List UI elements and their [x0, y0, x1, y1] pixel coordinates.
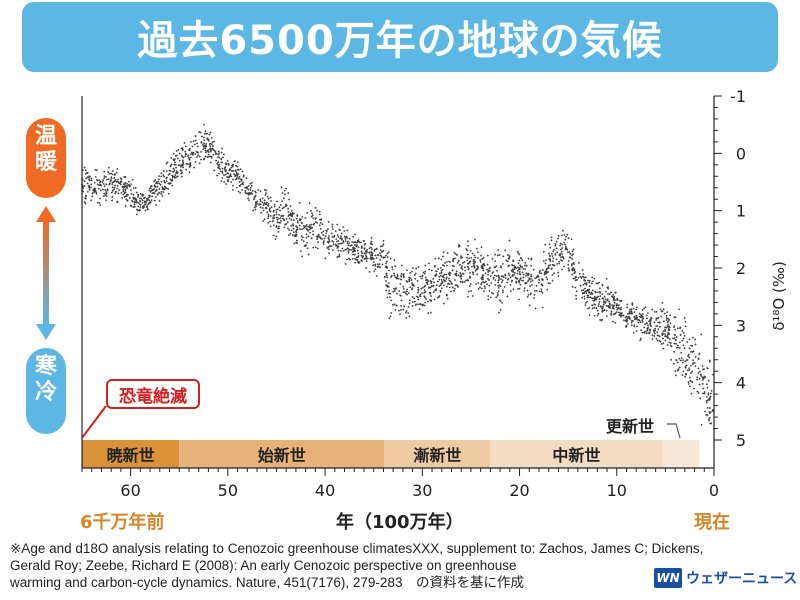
pleistocene-pointer [667, 423, 681, 439]
x-tick-label-40: 40 [315, 481, 335, 500]
dinosaur-extinction-callout: 恐竜絶滅 [106, 379, 200, 409]
y-axis-title: δ¹⁸O (‰) [770, 261, 788, 331]
cold-label: 寒 冷 [26, 348, 66, 434]
source-line-2: Gerald Roy; Zeebe, Richard E (2008): An … [10, 558, 517, 573]
brand-logo: WN [654, 568, 682, 588]
epoch-label-2: 漸新世 [413, 446, 462, 465]
y-tick-label-1: 1 [736, 202, 746, 221]
warm-char-2: 暖 [34, 150, 57, 175]
warm-cold-arrow [36, 206, 56, 340]
epoch-band-1 [179, 440, 385, 468]
x-tick-label-10: 10 [607, 481, 627, 500]
x-tick-label-60: 60 [120, 481, 140, 500]
source-citation: ※Age and d18O analysis relating to Cenoz… [10, 540, 800, 591]
y-tick-label--1: -1 [730, 87, 746, 106]
y-tick-label-4: 4 [736, 374, 746, 393]
y-tick-label-5: 5 [736, 431, 746, 450]
source-line-3: warming and carbon-cycle dynamics. Natur… [10, 575, 524, 590]
extinction-pointer [81, 405, 107, 439]
pleistocene-label: 更新世 [606, 417, 655, 436]
warm-char-1: 温 [34, 124, 57, 149]
y-tick-label-0: 0 [736, 144, 746, 163]
brand-mark: WN ウェザーニュース [654, 568, 797, 588]
epoch-label-0: 暁新世 [106, 446, 155, 465]
x-tick-label-0: 0 [709, 481, 719, 500]
x-axis-title: 年（100万年） [336, 512, 464, 533]
epoch-label-3: 中新世 [552, 446, 601, 465]
epoch-label-1: 始新世 [257, 446, 306, 465]
x-tick-label-30: 30 [412, 481, 432, 500]
y-tick-label-2: 2 [736, 259, 746, 278]
x-start-label: 6千万年前 [80, 512, 165, 533]
brand-name: ウェザーニュース [686, 571, 798, 587]
epoch-band-3 [490, 440, 663, 468]
x-tick-label-50: 50 [218, 481, 238, 500]
y-tick-label-3: 3 [736, 316, 746, 335]
epoch-band-0 [82, 440, 180, 468]
cold-char-2: 冷 [34, 380, 57, 405]
source-line-1: ※Age and d18O analysis relating to Cenoz… [10, 541, 704, 556]
title-banner: 過去6500万年の地球の気候 [22, 2, 778, 72]
x-tick-label-20: 20 [509, 481, 529, 500]
cold-char-1: 寒 [34, 354, 57, 379]
x-end-label: 現在 [694, 512, 730, 533]
chart-title: 過去6500万年の地球の気候 [137, 18, 663, 64]
epoch-band-2 [384, 440, 491, 468]
warm-label: 温 暖 [26, 118, 66, 198]
epoch-band-4 [662, 440, 700, 468]
